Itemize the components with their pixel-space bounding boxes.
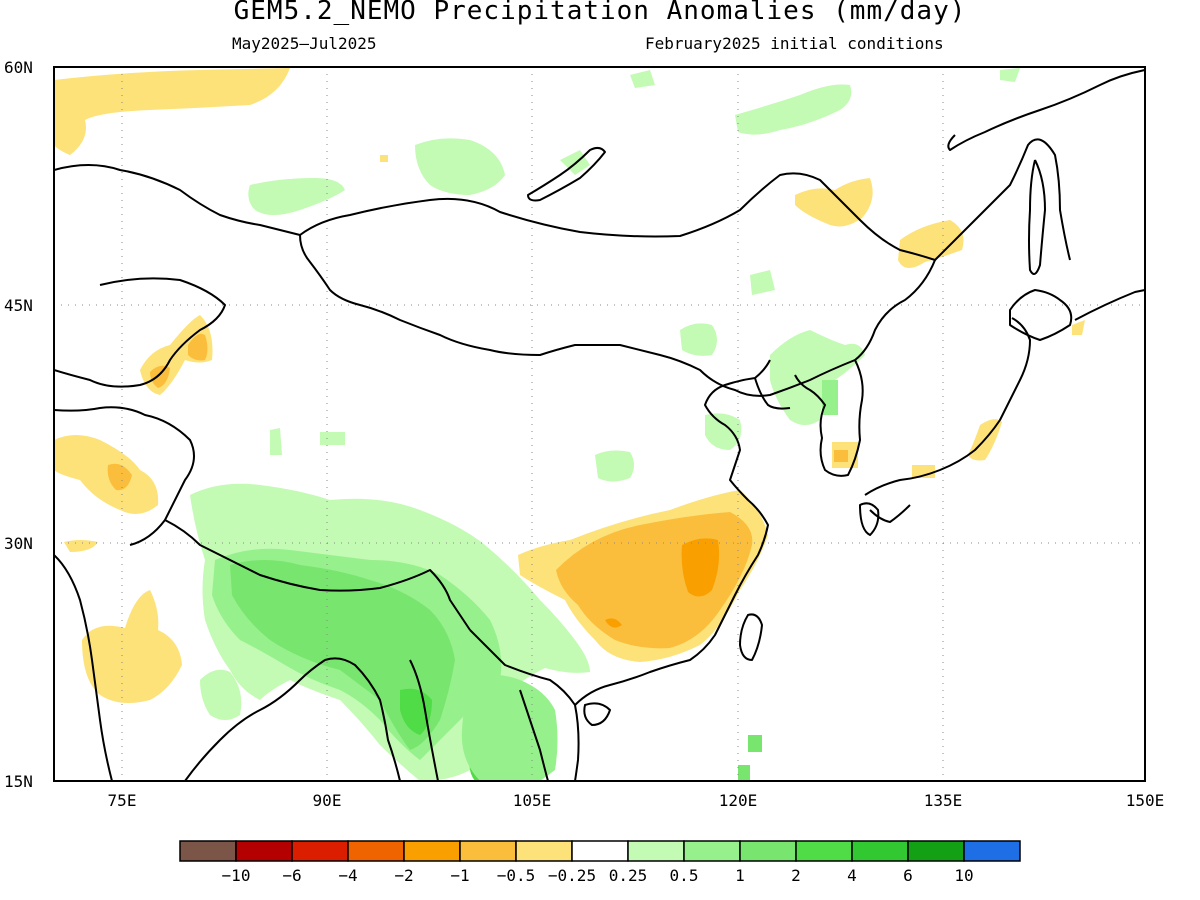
legend-label: 2 [791, 866, 801, 885]
lat-tick-label: 60N [4, 58, 33, 77]
dry-anomaly-japan [912, 419, 1002, 478]
legend-swatch [403, 840, 461, 862]
legend-label: −2 [394, 866, 413, 885]
legend-label: 10 [954, 866, 973, 885]
dry-anomaly-russian-far-east [898, 220, 964, 269]
wet-anomaly-mongolia-north [248, 138, 591, 215]
dry-anomaly-siberia-nw [54, 68, 290, 155]
dry-anomaly-pakistan-core [107, 463, 132, 491]
wet-anomaly-korea-east [822, 380, 838, 415]
dry-anomaly-jiangxi-core [605, 538, 720, 628]
wet-anomaly-myanmar-core [400, 688, 495, 781]
lat-tick-label: 15N [4, 772, 33, 791]
taiwan-island [739, 613, 763, 661]
china-border [299, 172, 936, 397]
lon-axis: 75E 90E 105E 120E 135E 150E [108, 791, 1165, 810]
color-legend: −10 −6 −4 −2 −1 −0.5 −0.25 0.25 0.5 1 2 4 6 10 [179, 840, 1021, 885]
legend-swatch [515, 840, 573, 862]
korea-peninsula [794, 359, 864, 477]
legend-swatch [795, 840, 853, 862]
forecast-period: May2025—Jul2025 [232, 34, 377, 53]
kuril-islands [1074, 289, 1145, 321]
wet-anomaly-inner-mongolia [270, 270, 775, 455]
lon-tick-label: 135E [924, 791, 963, 810]
wet-anomaly-myanmar [230, 560, 455, 750]
legend-swatch [627, 840, 685, 862]
legend-swatch [571, 840, 629, 862]
lon-tick-label: 75E [108, 791, 137, 810]
legend-label: −10 [222, 866, 251, 885]
dry-anomaly-india [82, 590, 182, 704]
russian-far-east-coast [934, 69, 1145, 261]
map-title: GEM5.2_NEMO Precipitation Anomalies (mm/… [233, 0, 967, 26]
lat-axis: 60N 45N 30N 15N [4, 58, 33, 791]
legend-label: 0.5 [670, 866, 699, 885]
lon-tick-label: 90E [313, 791, 342, 810]
dry-anomaly-manchuria [795, 178, 873, 227]
japan-kyushu [859, 502, 880, 536]
legend-swatch [907, 840, 965, 862]
dry-anomaly-pakistan [54, 435, 159, 514]
initial-conditions: February2025 initial conditions [645, 34, 944, 53]
himalaya-border [164, 519, 471, 631]
lon-tick-label: 105E [513, 791, 552, 810]
hainan-island [583, 702, 611, 726]
legend-label: 4 [847, 866, 857, 885]
legend-swatch [739, 840, 797, 862]
legend-label: 1 [735, 866, 745, 885]
lake-baikal [527, 146, 606, 202]
legend-label: −0.5 [497, 866, 536, 885]
legend-label: −1 [450, 866, 469, 885]
wet-anomaly-taiwan [738, 735, 762, 781]
legend-swatch [291, 840, 349, 862]
anomaly-fields [54, 68, 1085, 781]
bohai-coast [754, 377, 791, 410]
japan-hokkaido [1009, 289, 1073, 341]
lon-tick-label: 150E [1126, 791, 1165, 810]
sakhalin-island [1028, 159, 1046, 275]
wet-anomaly-north-china [595, 330, 865, 482]
russia-kazakh-border [54, 164, 301, 236]
south-china-coast [574, 359, 771, 706]
indochina-coast [469, 629, 580, 781]
japan-honshu [864, 317, 1031, 523]
legend-swatch [235, 840, 293, 862]
wet-anomaly-siberia-east [630, 68, 1020, 135]
wet-anomaly-indochina [461, 675, 558, 781]
lat-tick-label: 45N [4, 296, 33, 315]
dry-anomaly-central-asia-core [150, 333, 208, 388]
coastlines [54, 69, 1145, 781]
legend-swatch [347, 840, 405, 862]
legend-swatch [179, 840, 237, 862]
map-frame [53, 66, 1146, 782]
legend-label: −0.25 [548, 866, 596, 885]
legend-swatch [683, 840, 741, 862]
legend-swatch [963, 840, 1021, 862]
legend-label: −6 [282, 866, 301, 885]
india-coast [54, 554, 326, 781]
lon-tick-label: 120E [719, 791, 758, 810]
legend-label: −4 [338, 866, 357, 885]
wet-anomaly-india-east [200, 669, 242, 720]
dry-anomaly-korea-core [834, 450, 848, 462]
map-grid [54, 67, 1145, 781]
wet-anomaly-indochina-north [510, 625, 585, 671]
legend-label: 0.25 [609, 866, 648, 885]
bangladesh-myanmar-coast [324, 657, 439, 781]
legend-swatch [459, 840, 517, 862]
legend-label: 6 [903, 866, 913, 885]
dry-anomaly-india-west [64, 540, 98, 552]
legend-swatch [851, 840, 909, 862]
lat-tick-label: 30N [4, 534, 33, 553]
